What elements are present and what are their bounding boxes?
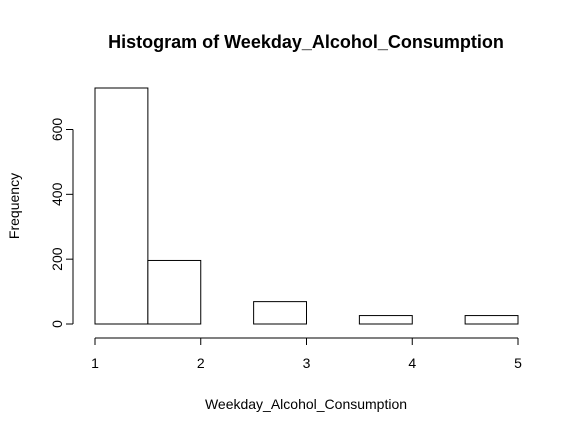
histogram-bar [358,315,413,325]
y-tick-label: 400 [49,182,65,206]
y-tick-label: 0 [49,320,65,328]
x-axis: 1 2 3 4 5 [91,337,522,371]
histogram-bar [147,259,202,325]
y-axis-title: Frequency [6,173,22,239]
x-tick-label: 1 [91,355,99,371]
histogram-bar [94,87,149,325]
x-tick-label: 3 [303,355,311,371]
bars [94,87,519,325]
y-tick-label: 600 [49,118,65,142]
x-tick-label: 2 [197,355,205,371]
y-axis: 0 200 400 600 [49,118,74,328]
histogram-bar [253,301,307,325]
x-tick-label: 5 [514,355,522,371]
chart-title: Histogram of Weekday_Alcohol_Consumption [108,32,504,52]
y-tick-label: 200 [49,247,65,271]
x-tick-label: 4 [408,355,416,371]
histogram-bar [464,315,519,325]
x-axis-title: Weekday_Alcohol_Consumption [205,396,407,412]
